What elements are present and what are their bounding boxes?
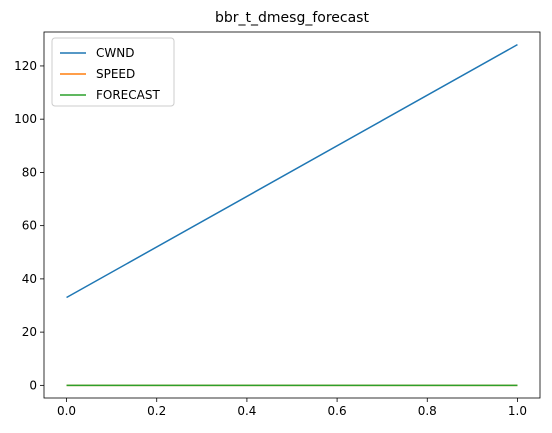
y-axis: 0 20 40 60 80 100 120 [14, 59, 44, 392]
x-tick-label: 0.2 [147, 404, 166, 418]
chart-title: bbr_t_dmesg_forecast [215, 10, 369, 26]
legend-label: FORECAST [96, 88, 160, 102]
legend-box [51, 37, 175, 107]
y-tick-label: 40 [22, 272, 37, 286]
legend-label: SPEED [96, 67, 135, 81]
plot-frame [43, 31, 541, 399]
x-tick-label: 0.6 [328, 404, 347, 418]
y-tick-label: 120 [14, 59, 37, 73]
y-tick-label: 80 [22, 165, 37, 179]
y-tick-label: 60 [22, 219, 37, 233]
y-tick-label: 100 [14, 112, 37, 126]
x-tick-label: 0.8 [418, 404, 437, 418]
series-layer [66, 43, 518, 387]
x-tick-label: 0.0 [57, 404, 76, 418]
legend: CWND SPEED FORECAST [51, 37, 175, 107]
y-tick-label: 20 [22, 325, 37, 339]
x-axis: 0.0 0.2 0.4 0.6 0.8 1.0 [57, 398, 527, 418]
x-tick-label: 0.4 [237, 404, 256, 418]
x-tick-label: 1.0 [508, 404, 527, 418]
y-tick-label: 0 [29, 378, 37, 392]
legend-label: CWND [96, 46, 134, 60]
series-line-cwnd [66, 43, 518, 299]
